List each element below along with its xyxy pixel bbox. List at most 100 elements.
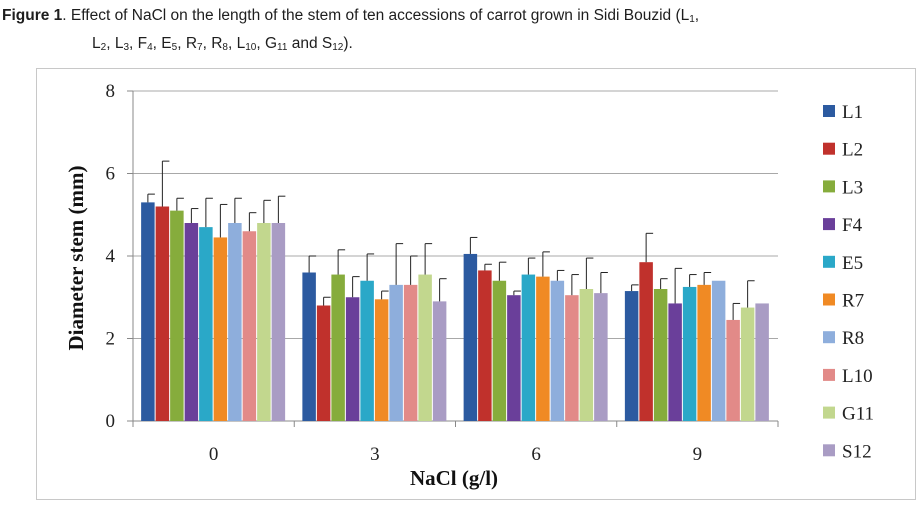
caption-accession-subscript: 11 xyxy=(277,42,288,53)
legend-swatch-G11 xyxy=(823,406,835,419)
bar-S12-9 xyxy=(755,303,769,421)
legend-label-E5: E5 xyxy=(842,253,863,274)
bar-S12-3 xyxy=(432,301,447,421)
caption-separator: ). xyxy=(343,35,353,52)
legend-label-G11: G11 xyxy=(842,404,874,425)
bar-F4-0 xyxy=(184,223,199,421)
bar-S12-6 xyxy=(594,293,608,421)
bar-E5-6 xyxy=(521,274,536,421)
bar-L3-6 xyxy=(492,280,507,421)
caption-accession-subscript: 5 xyxy=(171,42,178,53)
bar-S12-0 xyxy=(271,223,286,421)
bar-L3-0 xyxy=(170,210,184,421)
legend-label-L1: L1 xyxy=(842,102,863,123)
caption-accession-subscript: 4 xyxy=(147,42,153,53)
x-tick-label: 3 xyxy=(370,444,380,465)
y-tick-label: 8 xyxy=(106,81,116,102)
caption-accession-L10: L xyxy=(236,35,246,52)
x-tick-label: 0 xyxy=(209,444,219,465)
bar-R8-9 xyxy=(711,280,726,421)
caption-accession-S12: S xyxy=(321,35,333,52)
y-tick-label: 6 xyxy=(106,164,116,185)
y-tick-label: 0 xyxy=(106,411,116,432)
caption-separator: , xyxy=(106,35,115,52)
caption-accession-subscript: 7 xyxy=(197,42,203,53)
caption-text: . Effect of NaCl on the length of the st… xyxy=(62,7,690,24)
caption-accession-R8: R xyxy=(211,35,223,52)
legend-label-L2: L2 xyxy=(842,140,863,161)
bar-R7-3 xyxy=(374,299,389,421)
bar-L3-9 xyxy=(653,289,668,421)
caption-separator: , xyxy=(227,35,237,52)
legend-label-F4: F4 xyxy=(842,215,863,236)
bar-F4-3 xyxy=(345,297,360,421)
bar-L2-3 xyxy=(316,305,331,421)
bar-L1-9 xyxy=(624,291,639,421)
bar-G11-9 xyxy=(740,307,755,421)
x-tick-label: 6 xyxy=(531,444,541,465)
bar-L2-9 xyxy=(639,262,653,421)
legend-swatch-L10 xyxy=(823,368,835,381)
bar-R8-0 xyxy=(228,223,242,421)
bar-E5-0 xyxy=(199,227,213,421)
bar-G11-6 xyxy=(579,289,594,421)
caption-accession-subscript: 10 xyxy=(245,42,257,53)
caption-line-1: Figure 1. Effect of NaCl on the length o… xyxy=(2,2,699,29)
caption-accession-subscript: 12 xyxy=(332,42,344,53)
legend-label-L10: L10 xyxy=(842,366,873,387)
y-tick-label: 2 xyxy=(106,329,116,350)
bar-R8-3 xyxy=(389,284,403,421)
bar-R7-9 xyxy=(697,284,711,421)
bar-L1-0 xyxy=(141,202,155,421)
caption-line-2: L2, L3, F4, E5, R7, R8, L10, G11 and S12… xyxy=(92,30,353,57)
legend-swatch-L1 xyxy=(823,105,835,117)
bar-R7-0 xyxy=(213,237,228,421)
caption-accession-G11: G xyxy=(264,35,278,52)
bar-L10-3 xyxy=(403,284,418,421)
x-tick-label: 9 xyxy=(693,444,703,465)
caption-separator: , xyxy=(129,35,138,52)
caption-accession-subscript: 3 xyxy=(123,42,129,53)
x-axis-title: NaCl (g/l) xyxy=(410,466,498,490)
bar-L1-6 xyxy=(463,253,478,421)
legend-label-R8: R8 xyxy=(842,328,864,349)
caption-separator: , xyxy=(256,35,265,52)
bar-L1-3 xyxy=(302,272,316,421)
caption-separator: , xyxy=(202,35,212,52)
caption-separator: , xyxy=(152,35,162,52)
legend-swatch-R7 xyxy=(823,293,835,306)
legend-swatch-L3 xyxy=(823,180,835,193)
bar-R7-6 xyxy=(536,276,550,421)
legend-swatch-F4 xyxy=(823,218,835,231)
legend-swatch-L2 xyxy=(823,142,835,155)
caption-accession-subscript: 2 xyxy=(100,42,107,53)
bar-L10-6 xyxy=(565,295,579,421)
bar-G11-0 xyxy=(257,223,271,421)
bar-G11-3 xyxy=(418,274,432,421)
legend-label-L3: L3 xyxy=(842,177,863,198)
bar-L3-3 xyxy=(331,274,345,421)
caption-accession-subscript: 8 xyxy=(222,42,228,53)
legend-label-R7: R7 xyxy=(842,291,864,312)
caption-accession-L2: L xyxy=(92,35,101,52)
bar-E5-9 xyxy=(682,286,697,421)
caption-accession-L3: L xyxy=(114,35,124,52)
legend-label-S12: S12 xyxy=(842,441,872,462)
y-tick-label: 4 xyxy=(106,246,116,267)
caption-separator: and xyxy=(287,35,322,52)
bar-L2-0 xyxy=(155,206,170,421)
legend-swatch-R8 xyxy=(823,331,835,344)
caption-subscript: 1 xyxy=(689,14,695,25)
bar-E5-3 xyxy=(360,280,374,421)
bar-L10-0 xyxy=(242,231,257,421)
caption-separator: , xyxy=(177,35,186,52)
bar-F4-6 xyxy=(507,295,521,421)
bar-L10-9 xyxy=(726,319,740,421)
caption-accession-E5: E xyxy=(161,35,172,52)
y-axis-title: Diameter stem (mm) xyxy=(64,165,88,350)
bar-R8-6 xyxy=(550,280,565,421)
caption-accession-R7: R xyxy=(185,35,198,52)
legend-swatch-E5 xyxy=(823,255,835,268)
bar-L2-6 xyxy=(478,270,492,421)
